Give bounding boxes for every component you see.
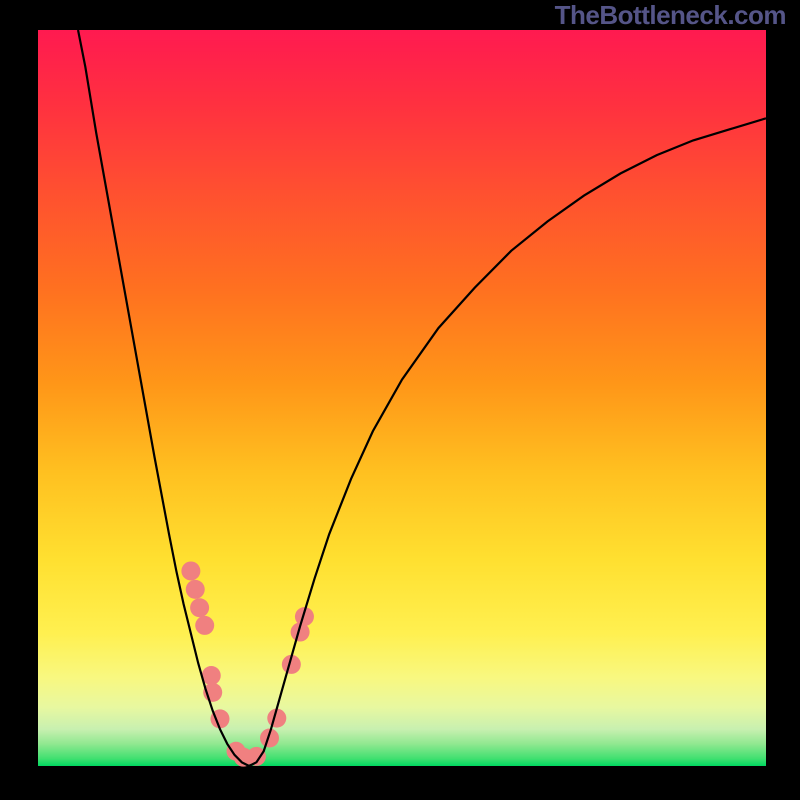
watermark-text: TheBottleneck.com [555,0,786,31]
data-marker [186,580,205,599]
data-marker [190,598,209,617]
plot-background [38,30,766,766]
data-marker [181,561,200,580]
data-marker [195,616,214,635]
chart-container: TheBottleneck.com [0,0,800,800]
chart-svg [0,0,800,800]
